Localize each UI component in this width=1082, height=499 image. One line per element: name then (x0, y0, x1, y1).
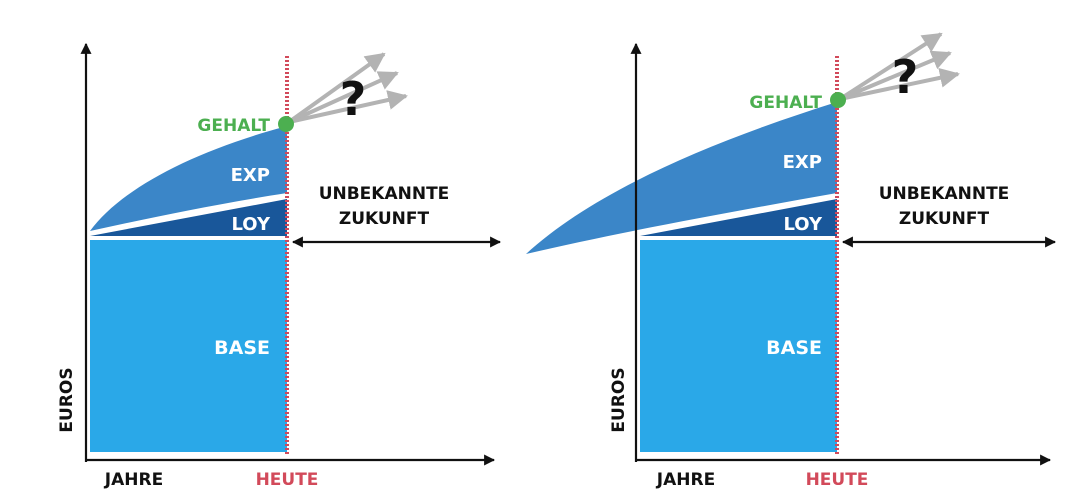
future-label-line-1: UNBEKANNTE (879, 184, 1010, 204)
panel-left: GEHALT ? EXP LOY BASE UNBEKANNTE ZUKUNFT… (57, 42, 502, 490)
base-area (640, 240, 837, 452)
salary-label: GEHALT (749, 93, 822, 113)
experience-area (526, 102, 837, 254)
x-axis-label: JAHRE (656, 470, 715, 490)
experience-area (90, 126, 287, 231)
exp-label: EXP (783, 152, 822, 173)
salary-point (278, 116, 294, 132)
y-axis-label: EUROS (609, 367, 629, 432)
base-label: BASE (766, 337, 822, 359)
x-axis-label: JAHRE (104, 470, 163, 490)
uncertainty-arrows (838, 32, 960, 101)
salary-label: GEHALT (197, 116, 270, 136)
base-area (90, 240, 287, 452)
panel-right: GEHALT ? EXP LOY BASE UNBEKANNTE ZUKUNFT… (526, 32, 1057, 490)
future-label-line-2: ZUKUNFT (899, 209, 990, 229)
salary-point (830, 92, 846, 108)
question-mark: ? (340, 72, 367, 126)
loy-label: LOY (231, 214, 270, 235)
exp-label: EXP (231, 165, 270, 186)
loy-label: LOY (783, 214, 822, 235)
future-label-line-2: ZUKUNFT (339, 209, 430, 229)
question-mark: ? (892, 50, 919, 104)
base-label: BASE (214, 337, 270, 359)
future-label-line-1: UNBEKANNTE (319, 184, 450, 204)
y-axis-label: EUROS (57, 367, 77, 432)
loyalty-area (90, 199, 287, 236)
loyalty-area (640, 199, 837, 236)
today-label: HEUTE (256, 470, 319, 490)
uncertainty-arrows (287, 52, 408, 124)
today-label: HEUTE (806, 470, 869, 490)
